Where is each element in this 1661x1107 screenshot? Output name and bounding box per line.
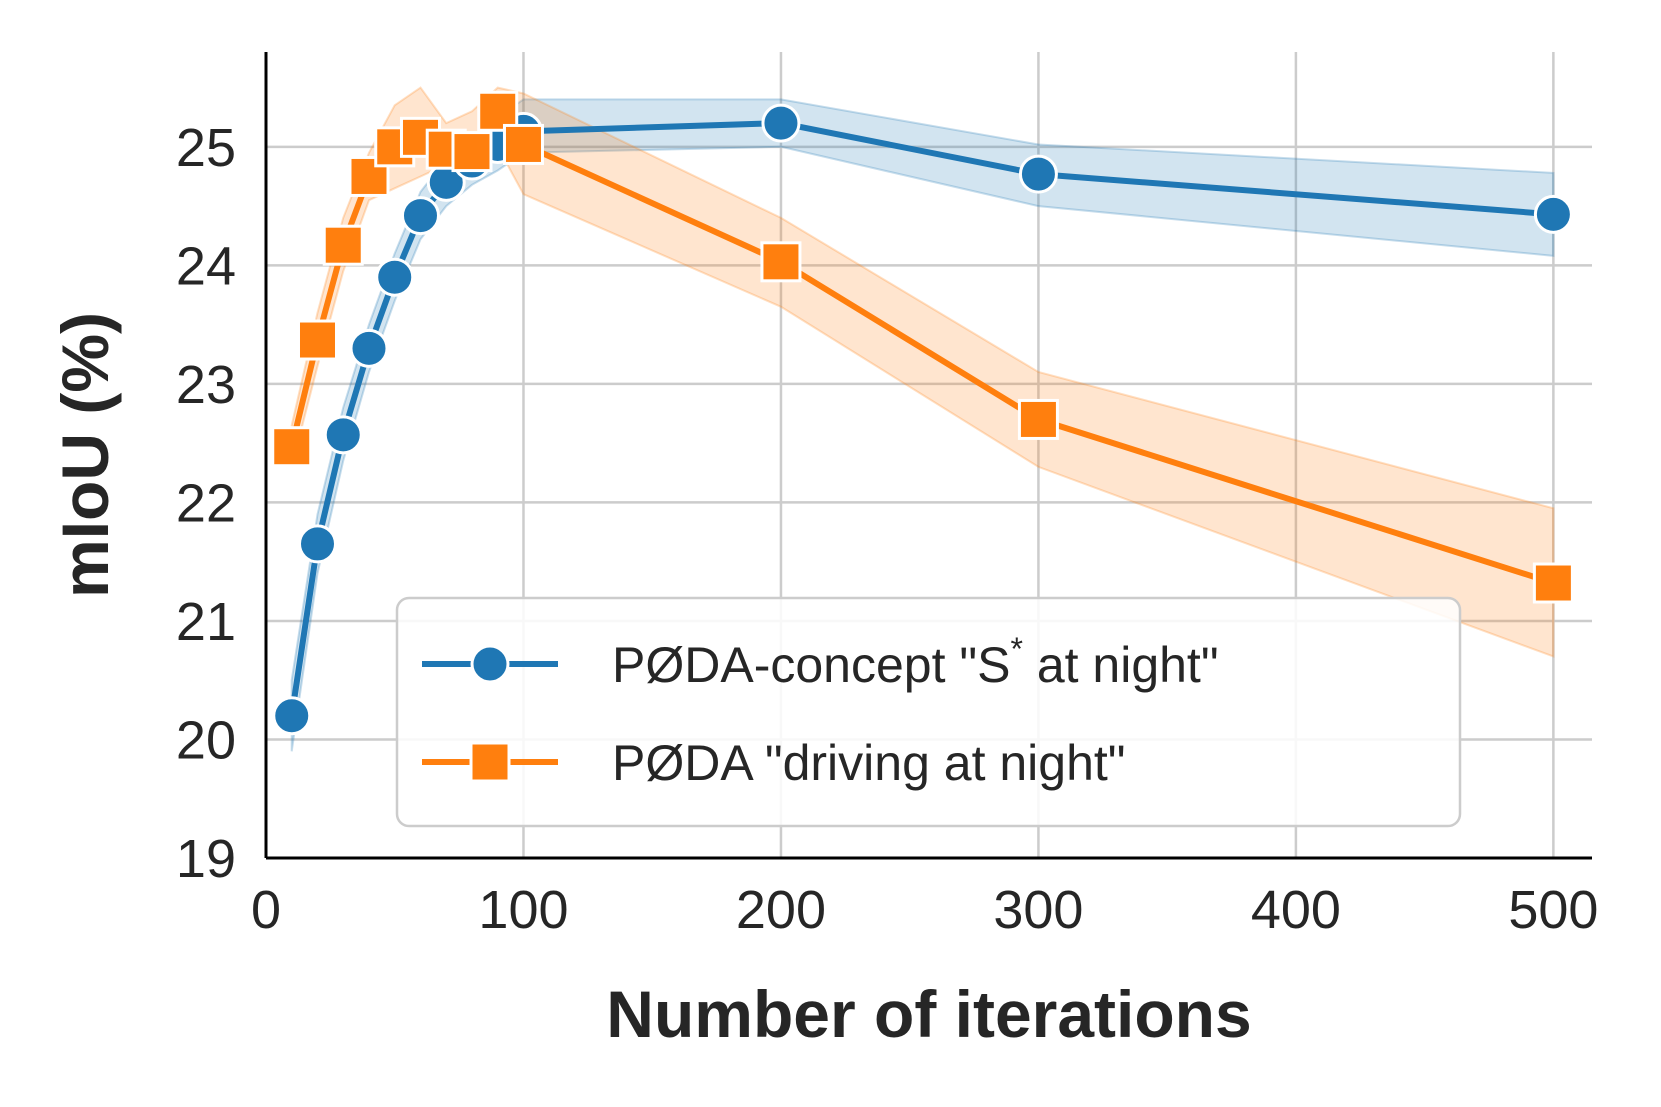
legend-marker-driving	[469, 741, 511, 783]
x-tick-label: 500	[1508, 880, 1598, 940]
data-point-concept	[349, 328, 389, 368]
y-tick-label: 21	[176, 592, 236, 652]
data-point-driving	[760, 241, 802, 283]
tick-labels: 0 100 200 300 400 500 19 20 21 22 23 24 25	[176, 118, 1599, 940]
x-tick-label: 300	[993, 880, 1083, 940]
data-point-concept	[1533, 194, 1573, 234]
series-markers	[271, 90, 1574, 736]
data-point-driving	[1532, 562, 1574, 604]
data-point-concept	[272, 696, 312, 736]
axes	[264, 52, 1592, 860]
data-point-concept	[400, 196, 440, 236]
legend-entry-driving: PØDA "driving at night"	[422, 735, 1126, 791]
data-point-driving	[502, 123, 544, 165]
legend-entry-concept: PØDA-concept "S* at night"	[422, 631, 1219, 693]
x-tick-label: 400	[1251, 880, 1341, 940]
x-tick-label: 100	[478, 880, 568, 940]
legend: PØDA-concept "S* at night" PØDA "driving…	[395, 596, 1462, 828]
y-tick-label: 19	[176, 829, 236, 889]
data-point-driving	[1017, 398, 1059, 440]
data-point-driving	[271, 426, 313, 468]
legend-label-driving: PØDA "driving at night"	[612, 735, 1126, 791]
y-tick-label: 24	[176, 236, 236, 296]
data-point-driving	[322, 224, 364, 266]
data-point-concept	[297, 524, 337, 564]
legend-label-concept: PØDA-concept "S* at night"	[612, 631, 1219, 693]
y-tick-label: 25	[176, 118, 236, 178]
data-point-driving	[296, 319, 338, 361]
legend-label-concept-prefix: PØDA-concept "S	[612, 637, 1010, 693]
legend-label-concept-suffix: at night"	[1023, 637, 1219, 693]
data-point-concept	[761, 103, 801, 143]
y-tick-label: 22	[176, 473, 236, 533]
y-tick-label: 20	[176, 710, 236, 770]
data-point-driving	[451, 131, 493, 173]
legend-label-concept-sup: *	[1010, 631, 1022, 667]
data-point-driving	[477, 90, 519, 132]
x-axis-title: Number of iterations	[606, 977, 1251, 1051]
y-axis-title: mIoU (%)	[48, 312, 122, 598]
y-tick-label: 23	[176, 355, 236, 415]
x-tick-label: 200	[736, 880, 826, 940]
x-tick-label: 0	[251, 880, 281, 940]
data-point-concept	[375, 257, 415, 297]
legend-frame	[395, 596, 1462, 828]
legend-marker-concept	[470, 644, 510, 684]
data-point-concept	[1018, 154, 1058, 194]
data-point-concept	[323, 415, 363, 455]
